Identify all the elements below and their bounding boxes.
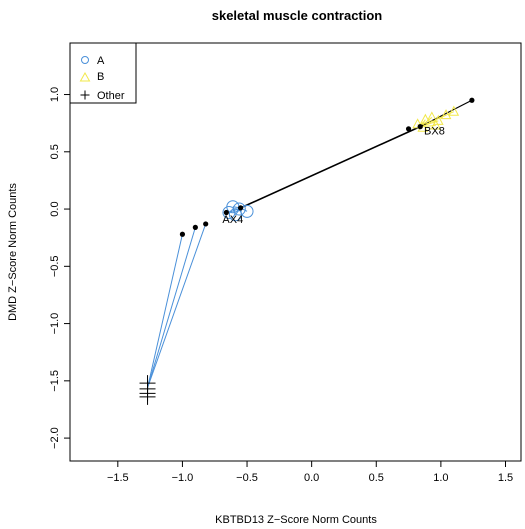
legend-item-other: Other [80,90,125,102]
point-a [222,205,236,219]
connector-line [147,227,196,388]
connector-line [147,234,183,388]
x-tick-label: 1.5 [498,472,513,484]
point-black [237,205,244,211]
point-other [139,388,156,405]
group-labels: AX4 BX8 [222,126,444,226]
legend-circle-icon [81,56,89,64]
y-tick-label: −1.5 [49,370,61,392]
point-black [417,124,423,130]
point-black [405,126,412,132]
point-a [228,208,242,222]
y-tick-label: 0.0 [49,201,61,216]
point-b [426,111,438,122]
connector-line [147,223,207,388]
trajectory-segment [240,125,421,209]
point-black [223,209,229,216]
x-axis-label: KBTBD13 Z−Score Norm Counts [215,514,377,526]
y-tick-label: −2.0 [49,427,61,449]
point-b [412,118,423,129]
legend-label-b: B [97,71,104,83]
group-label: BX8 [424,126,445,138]
y-axis: −2.0 −1.5 −1.0 −0.5 0.0 0.5 1.0 [49,87,70,449]
x-tick-label: −0.5 [236,472,258,484]
legend-plus-icon [80,90,90,100]
point-black [469,97,475,103]
chart-title: skeletal muscle contraction [212,8,383,23]
legend-item-b: B [79,71,104,83]
point-b [448,105,460,116]
data-points [139,97,475,405]
x-tick-label: 1.0 [433,472,448,484]
y-axis-label: DMD Z−Score Norm Counts [7,183,19,321]
group-label: AX4 [222,214,243,226]
x-tick-label: −1.5 [107,472,129,484]
y-tick-label: −0.5 [49,255,61,277]
plot-frame [69,42,522,462]
y-tick-label: 1.0 [49,87,61,102]
x-tick-label: 0.0 [304,472,319,484]
point-b [420,113,431,124]
point-black [192,224,198,230]
legend-item-a: A [81,55,105,67]
legend-label-other: Other [97,90,125,102]
x-tick-label: −1.0 [172,472,194,484]
legend: A B Other [69,42,137,104]
point-b [440,109,452,120]
legend-box [69,42,137,104]
point-black [179,231,186,237]
x-axis: −1.5 −1.0 −0.5 0.0 0.5 1.0 1.5 [107,461,513,484]
x-tick-label: 0.5 [369,472,384,484]
y-tick-label: 0.5 [49,144,61,159]
point-a [240,204,254,218]
point-black [203,221,209,227]
legend-triangle-icon [79,71,91,82]
y-tick-label: −1.0 [49,313,61,335]
point-b [430,119,442,130]
legend-label-a: A [97,55,105,67]
